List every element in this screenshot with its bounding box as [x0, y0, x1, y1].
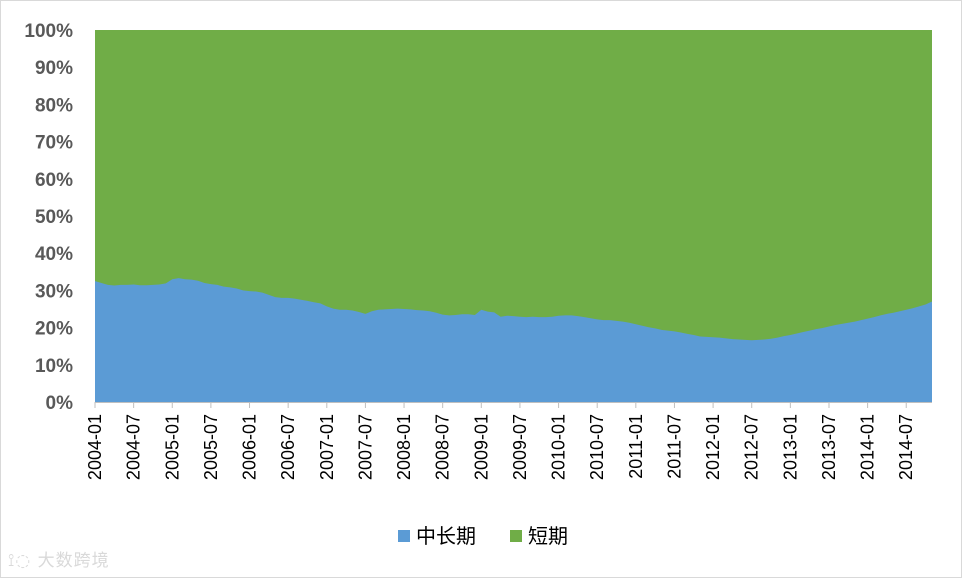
legend-label-long-term: 中长期 [416, 524, 476, 548]
x-tick-label: 2006-07 [278, 414, 298, 480]
y-tick-label: 70% [35, 133, 73, 154]
y-tick-label: 10% [35, 356, 73, 377]
x-tick-label: 2012-01 [703, 414, 723, 480]
watermark-logo-icon: ⟟◌ [8, 551, 32, 571]
x-axis: 2004-01 2004-07 2005-01 2005-07 2006-01 2006-… [85, 402, 932, 480]
x-tick-label: 2013-01 [780, 414, 800, 480]
x-tick-label: 2009-01 [471, 414, 491, 480]
y-tick-label: 90% [35, 58, 73, 79]
x-tick-label: 2010-07 [587, 414, 607, 480]
y-tick-label: 50% [35, 207, 73, 228]
watermark-text: 大数跨境 [37, 551, 110, 571]
plot-area [95, 30, 932, 402]
legend-swatch-short-term [510, 530, 522, 542]
x-tick-label: 2008-07 [433, 414, 453, 480]
x-tick-label: 2005-01 [162, 414, 182, 480]
legend-label-short-term: 短期 [528, 524, 568, 548]
y-tick-label: 100% [24, 21, 73, 42]
x-tick-label: 2013-07 [819, 414, 839, 480]
y-axis: 0% 10% 20% 30% 40% 50% 60% 70% 80% 90% 100% [24, 21, 73, 414]
x-tick-label: 2004-07 [124, 414, 144, 480]
legend: 中长期 短期 [398, 524, 568, 548]
y-tick-label: 80% [35, 95, 73, 116]
x-tick-label: 2005-07 [201, 414, 221, 480]
x-tick-label: 2007-01 [317, 414, 337, 480]
y-tick-label: 0% [46, 393, 74, 414]
x-tick-label: 2007-07 [355, 414, 375, 480]
x-tick-label: 2006-01 [240, 414, 260, 480]
x-tick-label: 2014-07 [896, 414, 916, 480]
watermark: ⟟◌ 大数跨境 [8, 546, 110, 571]
y-tick-label: 40% [35, 244, 73, 265]
x-tick-label: 2011-07 [664, 414, 684, 479]
x-tick-label: 2012-07 [742, 414, 762, 480]
y-tick-label: 20% [35, 319, 73, 340]
x-tick-label: 2009-07 [510, 414, 530, 480]
y-tick-label: 30% [35, 281, 73, 302]
legend-swatch-long-term [398, 530, 410, 542]
x-tick-label: 2011-01 [626, 414, 646, 479]
x-tick-label: 2014-01 [858, 414, 878, 480]
x-tick-label: 2004-01 [85, 414, 105, 480]
y-tick-label: 60% [35, 170, 73, 191]
x-tick-label: 2010-01 [549, 414, 569, 480]
x-tick-label: 2008-01 [394, 414, 414, 480]
area-long-term [95, 278, 932, 402]
